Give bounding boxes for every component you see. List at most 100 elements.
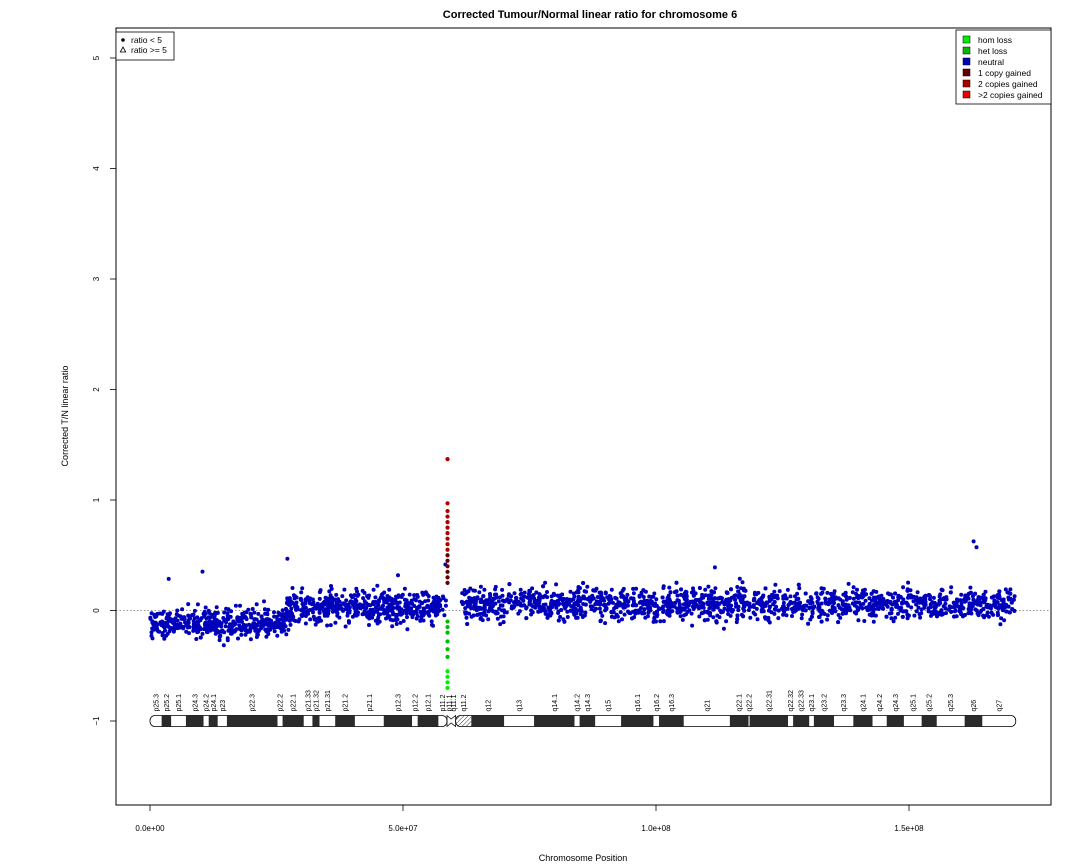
data-point-349 <box>241 612 246 617</box>
data-point-891 <box>429 622 434 627</box>
data-point-2731 <box>833 595 838 600</box>
data-point-2488 <box>465 604 470 609</box>
band-q22.1 <box>729 715 749 727</box>
data-point-428 <box>264 634 269 639</box>
data-point-1880 <box>917 612 922 617</box>
chromosome-ideogram: p25.3 p25.2 p25.1 p24.3 p24.2 p24.1 p23 p22.3 p2… <box>149 690 1017 728</box>
data-point-1068 <box>983 589 988 594</box>
data-point-2796 <box>537 598 542 603</box>
data-point-950 <box>405 607 410 612</box>
data-point-292 <box>262 618 267 623</box>
data-point-783 <box>317 609 322 614</box>
scatter-points-layer <box>148 539 1017 648</box>
data-point-2076 <box>825 590 830 595</box>
data-point-2699 <box>667 597 672 602</box>
data-point-2507 <box>521 598 526 603</box>
data-point-2771 <box>741 614 746 619</box>
data-point-2013 <box>684 612 688 617</box>
data-point-2374 <box>724 619 729 624</box>
data-point-1927 <box>609 587 614 592</box>
data-point-386 <box>174 612 179 617</box>
data-point-2791 <box>582 613 587 618</box>
data-point-2401 <box>631 596 636 601</box>
band-p21.32 <box>312 715 320 727</box>
data-point-921 <box>433 611 438 616</box>
data-point-2490 <box>668 610 673 614</box>
data-point-437 <box>155 626 159 631</box>
data-point-2795 <box>824 601 829 606</box>
data-point-1982 <box>861 601 866 606</box>
data-point-943 <box>285 610 289 614</box>
data-point-1852 <box>773 582 778 587</box>
data-point-2191 <box>992 598 997 603</box>
color-legend: hom loss het loss neutral 1 copy gained … <box>955 29 1052 105</box>
band-label-36: q22.33 <box>799 690 806 712</box>
data-point-1521 <box>909 605 914 610</box>
data-point-2684 <box>752 592 757 597</box>
data-point-954 <box>284 601 289 606</box>
data-point-2732 <box>810 609 815 614</box>
data-point-2756 <box>958 607 963 612</box>
data-point-1782 <box>554 582 559 587</box>
data-point-1774 <box>706 596 711 601</box>
data-point-2523 <box>836 603 841 608</box>
data-point-1873 <box>687 608 692 613</box>
data-point-410 <box>203 611 208 616</box>
data-point-2352 <box>915 590 920 595</box>
data-point-961 <box>404 598 409 603</box>
band-label-16: p12.2 <box>412 694 419 712</box>
band-q23.1 <box>809 715 814 727</box>
data-point-426 <box>281 628 286 633</box>
data-point-2766 <box>488 592 492 597</box>
data-point-412 <box>266 623 271 628</box>
data-point-264 <box>238 603 242 608</box>
highlight-point-15 <box>445 580 450 585</box>
band-label-34: q22.31 <box>766 690 773 712</box>
data-point-2158 <box>914 602 919 607</box>
band-q15 <box>595 715 622 727</box>
data-point-2099 <box>677 602 682 607</box>
data-point-2517 <box>923 602 928 607</box>
band-label-19: p11.1 <box>447 694 454 711</box>
data-point-2753 <box>869 591 874 596</box>
band-q14.1 <box>534 715 575 727</box>
data-point-919 <box>345 613 350 618</box>
data-point-2149 <box>872 613 877 618</box>
data-point-2693 <box>831 601 836 605</box>
data-point-2445 <box>894 603 899 608</box>
data-point-2240 <box>857 600 862 605</box>
shape-legend-box <box>115 31 175 61</box>
band-label-6: p23 <box>220 700 227 712</box>
data-point-2537 <box>464 590 469 595</box>
data-point-879 <box>429 619 434 624</box>
data-point-180 <box>195 602 200 607</box>
data-point-409 <box>195 630 200 635</box>
data-point-2322 <box>647 601 652 606</box>
highlight-point-20 <box>445 647 450 652</box>
data-point-2273 <box>968 585 973 590</box>
data-point-971 <box>353 609 358 614</box>
data-point-2023 <box>889 616 894 621</box>
data-point-2629 <box>673 600 678 605</box>
data-point-2706 <box>717 601 722 606</box>
data-point-2473 <box>856 596 861 600</box>
data-point-2072 <box>706 584 711 589</box>
band-label-33: q22.2 <box>747 694 754 712</box>
data-point-2377 <box>627 611 632 615</box>
data-point-2415 <box>559 608 564 612</box>
data-point-2711 <box>927 593 931 597</box>
data-point-344 <box>221 616 226 620</box>
data-point-1859 <box>1007 610 1012 615</box>
data-point-2625 <box>691 589 696 594</box>
data-point-2743 <box>675 593 680 598</box>
data-point-158 <box>225 638 230 643</box>
data-point-1934 <box>767 599 772 604</box>
data-point-2551 <box>536 609 541 614</box>
data-point-2786 <box>741 603 746 608</box>
data-point-2362 <box>574 590 579 595</box>
data-point-288 <box>195 619 200 624</box>
data-point-1949 <box>959 592 964 597</box>
data-point-2182 <box>1004 609 1009 614</box>
data-point-2640 <box>981 613 986 618</box>
data-point-665 <box>396 573 400 578</box>
